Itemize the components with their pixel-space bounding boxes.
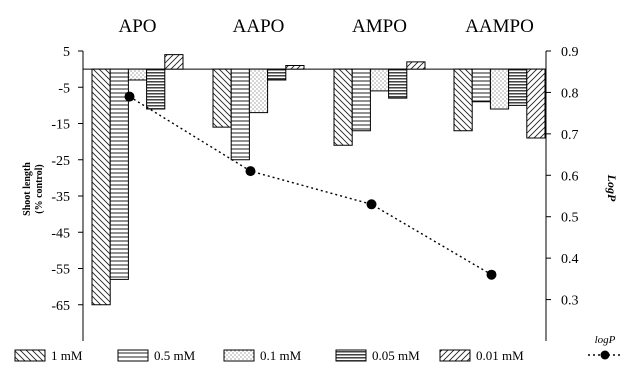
y2-tick-label: 0.5	[561, 211, 579, 226]
y2-tick-label: 0.4	[561, 252, 579, 267]
bar	[146, 68, 166, 110]
bar	[526, 68, 546, 139]
category-label: APO	[118, 16, 156, 37]
y2-tick-label: 0.8	[561, 86, 579, 101]
bar	[453, 68, 473, 132]
y-tick-label: -65	[51, 299, 70, 314]
logp-point	[486, 269, 497, 280]
logp-point	[366, 199, 377, 210]
bar	[109, 68, 129, 280]
category-label: AMPO	[352, 16, 407, 37]
category-label: AAMPO	[465, 16, 534, 37]
bar	[164, 54, 184, 70]
y2-tick-label: 0.7	[561, 128, 579, 143]
bar	[471, 68, 491, 103]
bar	[351, 68, 371, 132]
y-tick-label: -5	[58, 81, 70, 96]
bar	[285, 65, 305, 70]
bar	[406, 61, 426, 70]
legend-line-label: logP	[595, 334, 616, 346]
y2-tick-label: 0.6	[561, 169, 579, 184]
y-tick-label: -35	[51, 190, 70, 205]
bar	[212, 68, 232, 128]
bar	[267, 68, 287, 81]
logp-point	[245, 166, 256, 177]
bar	[248, 68, 269, 114]
y-tick-label: -45	[51, 226, 70, 241]
legend-label: 0.05 mM	[372, 348, 420, 363]
bar	[230, 68, 250, 161]
y-tick-label: 5	[63, 45, 70, 60]
logp-line	[129, 96, 492, 276]
bar	[91, 68, 111, 306]
legend-swatch	[117, 349, 149, 362]
legend-label: 1 mM	[51, 348, 83, 363]
legend-label: 0.1 mM	[260, 348, 302, 363]
legend-swatch	[14, 349, 46, 362]
y-axis-label: Shoot length	[22, 162, 33, 216]
y2-tick-label: 0.9	[561, 45, 579, 60]
legend-line-marker	[600, 350, 610, 360]
y-axis-sublabel: (% control)	[34, 164, 45, 214]
logp-point	[124, 91, 135, 102]
legend-swatch	[439, 349, 471, 362]
legend-swatch	[335, 349, 367, 362]
category-label: AAPO	[233, 16, 285, 37]
legend-swatch	[223, 349, 255, 362]
bar	[333, 68, 353, 146]
legend-label: 0.5 mM	[154, 348, 196, 363]
bar	[388, 68, 408, 99]
y-tick-label: -55	[51, 263, 70, 278]
legend-label: 0.01 mM	[476, 348, 524, 363]
y2-tick-label: 0.3	[561, 294, 579, 309]
bar	[369, 68, 390, 92]
bar	[489, 68, 510, 110]
y-tick-label: -25	[51, 154, 70, 169]
bar	[127, 68, 148, 81]
y-tick-label: -15	[51, 118, 70, 133]
y2-axis-label: LogP	[605, 174, 619, 202]
bar	[508, 68, 528, 106]
